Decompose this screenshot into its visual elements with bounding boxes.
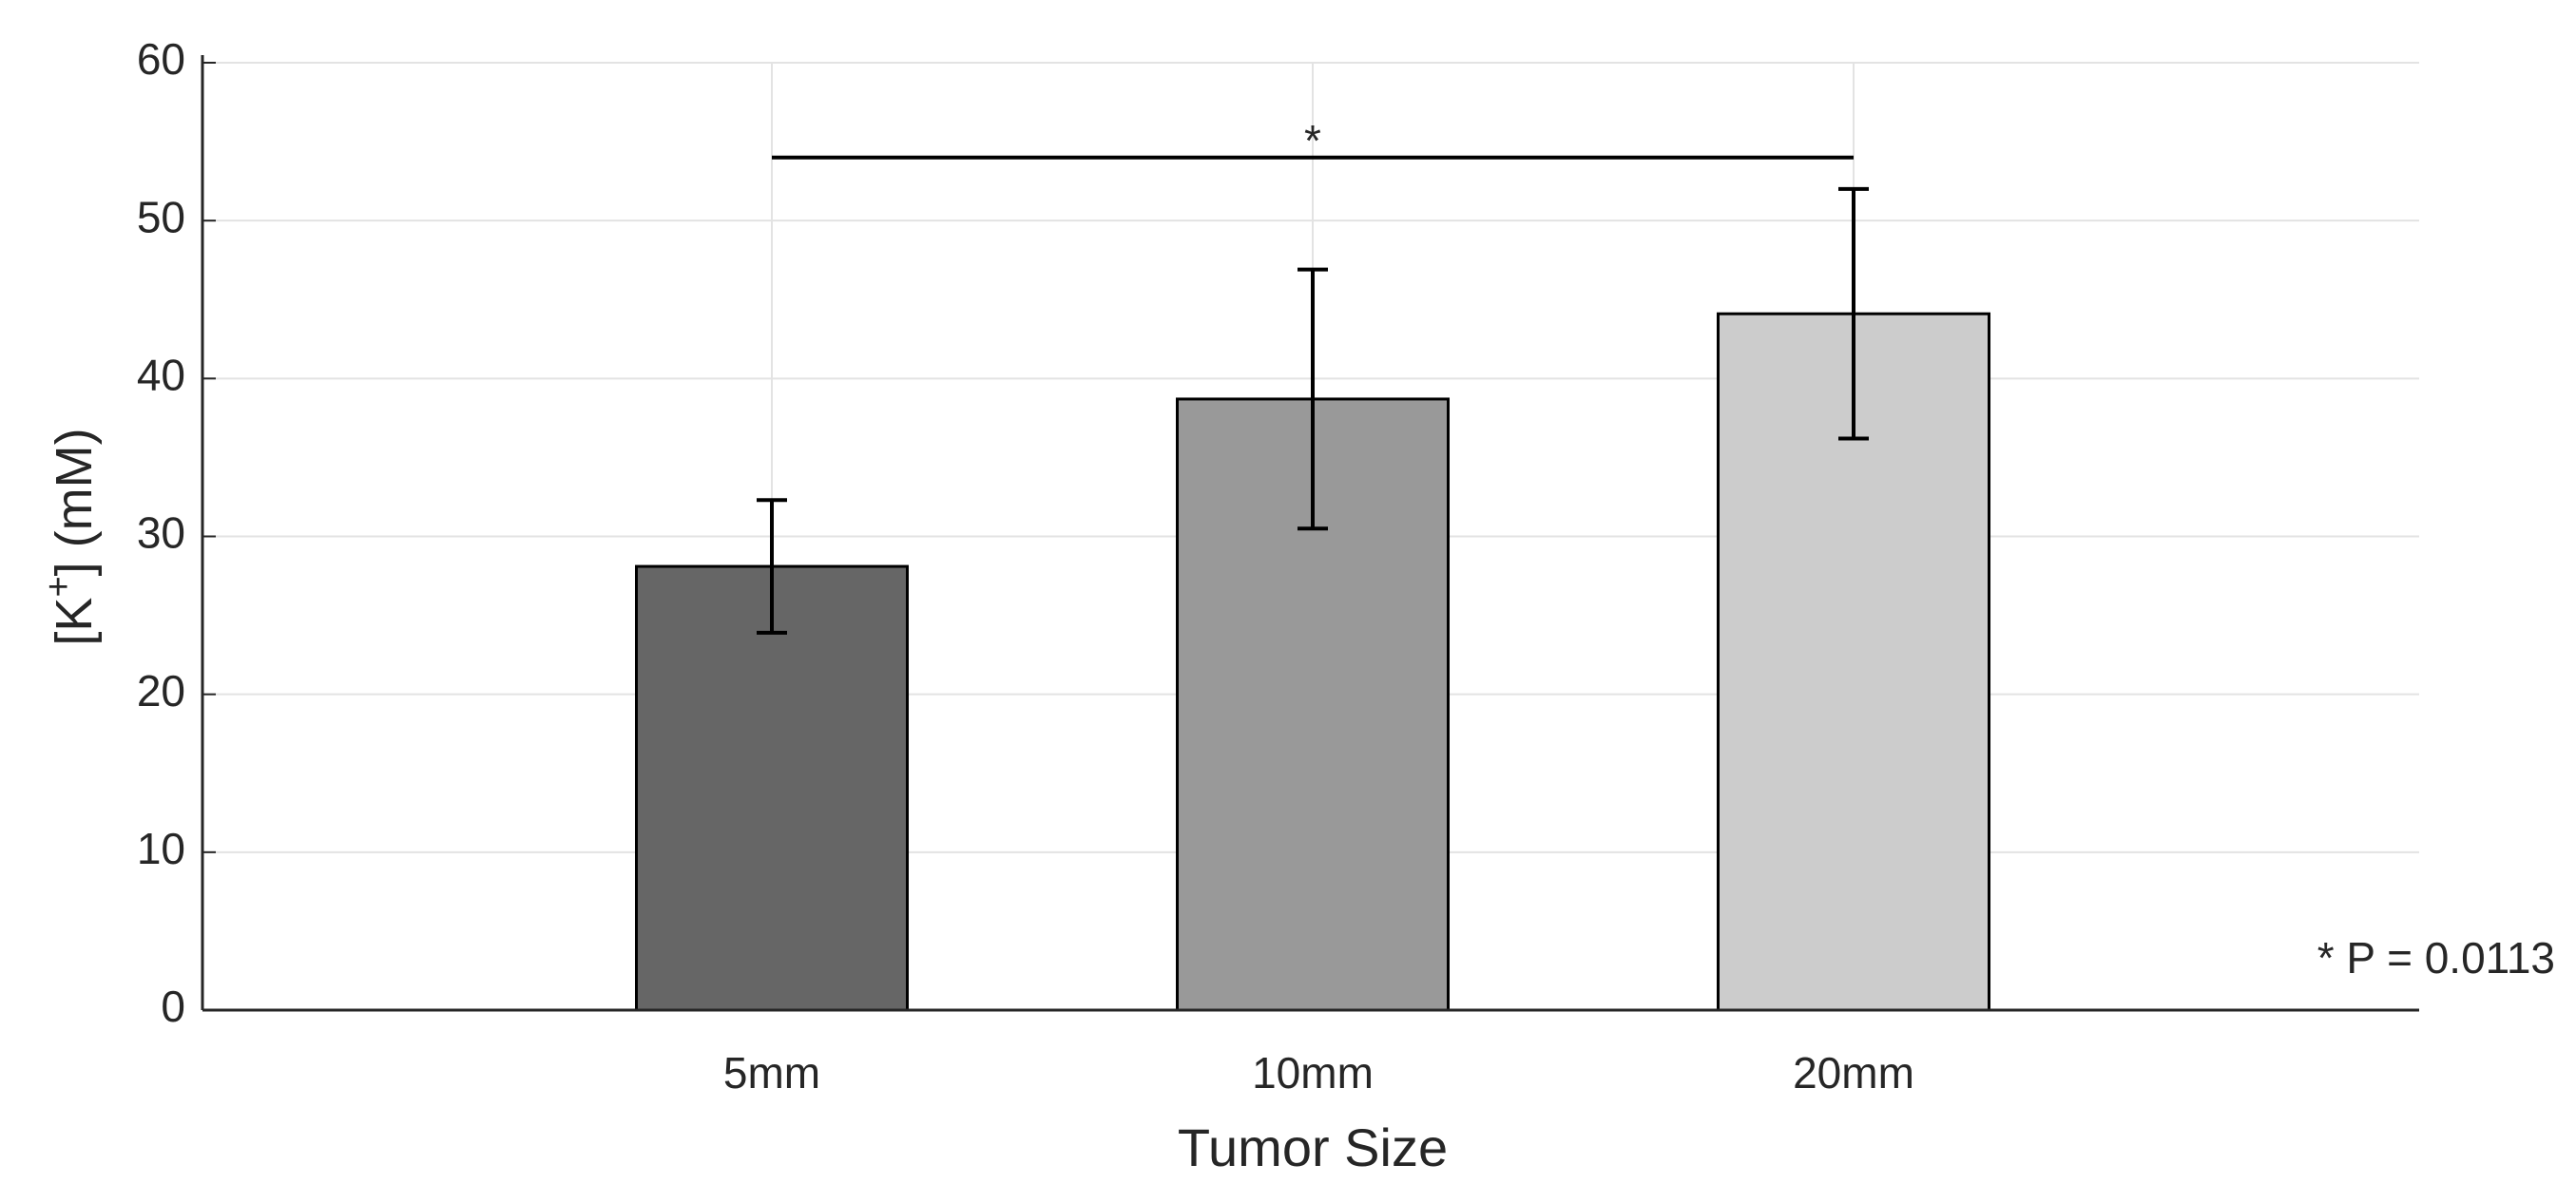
y-axis-label: [K+] (mM) — [39, 428, 103, 645]
y-label-superscript: + — [39, 576, 79, 597]
y-label-part: ] (mM) — [46, 428, 103, 576]
x-axis-label: Tumor Size — [1178, 1117, 1448, 1177]
y-tick-label: 30 — [137, 508, 185, 558]
significance-label: * — [1304, 116, 1321, 165]
y-label-part: [K — [46, 598, 103, 646]
error-bar — [1298, 267, 1328, 531]
y-tick-label: 40 — [137, 350, 185, 399]
error-bar — [757, 498, 787, 635]
annotation: * P = 0.0113 — [2317, 933, 2555, 983]
y-tick-label: 50 — [137, 192, 185, 241]
bar — [635, 564, 909, 1012]
x-tick-label: 10mm — [1252, 1048, 1374, 1098]
y-tick-label: 20 — [137, 666, 185, 716]
y-tick-label: 10 — [137, 824, 185, 873]
y-tick-label: 60 — [137, 34, 185, 84]
x-tick-label: 5mm — [723, 1048, 820, 1098]
error-bar — [1838, 186, 1869, 441]
x-tick-label: 20mm — [1793, 1048, 1914, 1098]
y-tick-label: 0 — [161, 982, 185, 1031]
